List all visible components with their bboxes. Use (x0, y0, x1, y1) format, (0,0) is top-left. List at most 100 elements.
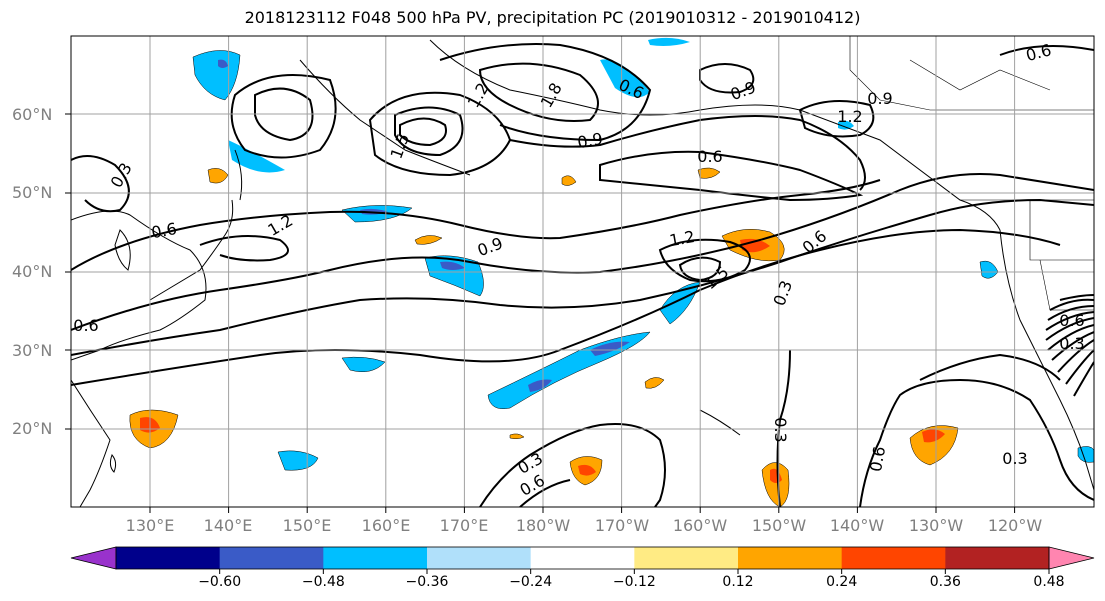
colorbar-tick-label: −0.60 (198, 574, 241, 590)
pv-contour (478, 62, 599, 122)
contour-label: 0.3 (770, 278, 797, 308)
lon-label: 140°W (830, 516, 885, 535)
pv-contour (798, 100, 875, 138)
pv-contour (509, 115, 866, 191)
coastline-alaska (429, 39, 1001, 231)
pv-contour (399, 117, 447, 147)
lon-label: 140°E (204, 516, 253, 535)
contour-label: 1.2 (668, 227, 696, 250)
colorbar-outline (115, 546, 1050, 570)
pv-contour (658, 238, 751, 283)
colorbar: −0.60 −0.48 −0.36 −0.24 −0.12 0.12 0.24 0.36 0.4… (70, 546, 1095, 590)
contour-label: 0.6 (1059, 311, 1084, 330)
contour-label: 1.2 (464, 79, 493, 111)
contour-label: 0.9 (576, 129, 604, 152)
colorbar-box (945, 547, 1050, 569)
colorbar-box (530, 547, 635, 569)
colorbar-box (738, 547, 843, 569)
pv-contour (1051, 331, 1094, 361)
contour-label: 0.3 (514, 449, 546, 478)
border-line (1029, 200, 1094, 261)
colorbar-tick-label: −0.24 (509, 574, 552, 590)
precip-blob (228, 140, 285, 173)
pv-contour (439, 43, 652, 142)
pv-contour (699, 63, 755, 94)
precip-blob (697, 167, 721, 179)
lat-label: 30°N (12, 341, 52, 360)
contour-label: 0.6 (866, 445, 889, 473)
pv-contour (230, 74, 337, 159)
coastline-namerica (999, 229, 1094, 491)
pv-contour (1049, 298, 1094, 311)
coastline-taiwan (109, 454, 117, 473)
lon-label: 130°W (909, 516, 964, 535)
pv-contour (479, 423, 666, 507)
lat-label: 20°N (12, 419, 52, 438)
precip-blob (659, 281, 701, 325)
map-title: 2018123112 F048 500 hPa PV, precipitatio… (244, 8, 861, 27)
pv-contour (394, 106, 464, 157)
precip-blob (922, 429, 945, 443)
lat-label: 60°N (12, 105, 52, 124)
precip-blob (424, 255, 484, 297)
lon-label: 150°E (283, 516, 332, 535)
pv-contour (859, 378, 1094, 507)
precip-blob (838, 120, 854, 130)
precip-blob (561, 175, 577, 186)
colorbar-tick-label: 0.48 (1033, 574, 1064, 590)
precip-blob (909, 425, 959, 466)
pv-contour (776, 349, 791, 507)
longitude-labels: 130°E 140°E 150°E 160°E 170°E 180°W 170°… (126, 516, 1043, 535)
precip-blob (277, 450, 319, 471)
contour-label: 0.6 (1024, 40, 1054, 65)
coastline-japan (149, 199, 234, 301)
pv-contour (254, 87, 314, 142)
pv-contour (71, 198, 1094, 356)
colorbar-tick-label: −0.36 (406, 574, 449, 590)
precip-blob (644, 377, 665, 389)
contour-label: 0.3 (771, 417, 790, 442)
precip-blob (414, 235, 443, 245)
pv-contour (919, 353, 1061, 381)
pv-contour (999, 45, 1094, 56)
lon-label: 160°E (362, 516, 411, 535)
lat-label: 50°N (12, 183, 52, 202)
axis-ticks (65, 113, 1016, 513)
contour-label: 1.8 (537, 79, 566, 111)
pv-contour (1045, 317, 1094, 341)
contour-label: 0.9 (867, 89, 892, 108)
colorbar-tick-label: −0.12 (613, 574, 656, 590)
precip-blob (578, 464, 596, 476)
lon-label: 160°W (673, 516, 728, 535)
colorbar-box (841, 547, 946, 569)
precip-blob (528, 379, 552, 392)
colorbar-tick-label: −0.48 (302, 574, 345, 590)
lon-label: 170°W (595, 516, 650, 535)
coastline-hawaii (699, 409, 741, 436)
colorbar-extend-high (1048, 546, 1095, 570)
precip-blob (1077, 446, 1094, 463)
lon-label: 120°W (988, 516, 1043, 535)
colorbar-box (634, 547, 739, 569)
contour-label: 0.9 (475, 234, 505, 261)
precip-blob (740, 238, 770, 253)
contour-label: 0.6 (150, 219, 178, 242)
coastline-asia (71, 210, 207, 361)
precip-blob (341, 356, 386, 372)
precip-blob (979, 260, 999, 279)
pv-contour (1045, 311, 1094, 331)
contour-label: 1.5 (387, 131, 414, 161)
precip-blob (761, 462, 790, 507)
colorbar-box (219, 547, 324, 569)
border-line (909, 59, 1051, 91)
precip-blob (648, 37, 690, 46)
colorbar-tick-label: 0.24 (826, 574, 857, 590)
precip-blob (218, 59, 228, 68)
colorbar-extend-low (70, 546, 117, 570)
coastline-china (71, 379, 111, 507)
pv-contour (1047, 305, 1094, 321)
colorbar-box (116, 547, 221, 569)
pv-contour (1047, 324, 1094, 351)
precip-blob (509, 433, 525, 440)
